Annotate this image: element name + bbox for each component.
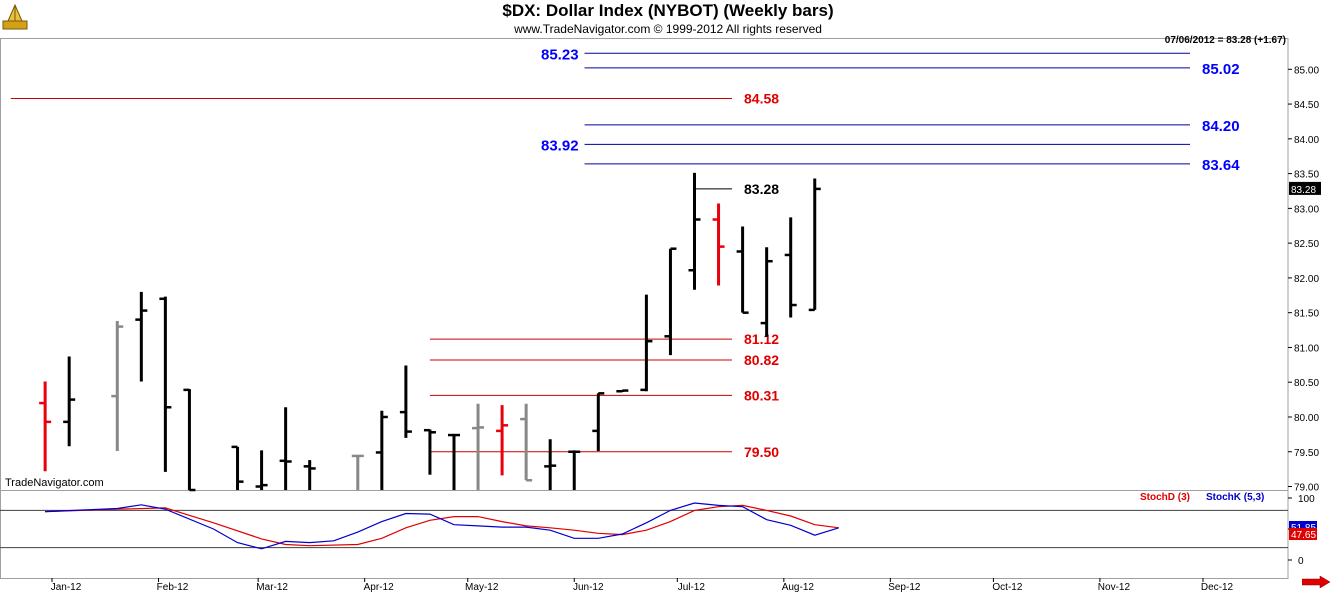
- level-label: 79.50: [744, 444, 779, 460]
- x-tick-label: May-12: [465, 582, 499, 593]
- price-panel-frame: [0, 38, 1289, 491]
- tradenavigator-logo-icon: [2, 2, 32, 37]
- level-label: 85.23: [541, 46, 579, 63]
- stoch-d-legend: StochD (3): [1140, 492, 1190, 503]
- axes: 85.00 84.50 84.00 83.50 83.00 82.50 82.00 81.50…: [51, 65, 1321, 593]
- price-tick-label: 82.50: [1294, 239, 1319, 250]
- level-label: 83.92: [541, 137, 579, 154]
- price-tick-label: 84.00: [1294, 135, 1319, 146]
- x-tick-label: Sep-12: [888, 582, 921, 593]
- level-label: 80.31: [744, 387, 779, 403]
- stoch-d-value-box: [1289, 528, 1317, 540]
- stoch-d-line: [45, 504, 839, 547]
- scroll-right-arrow-icon[interactable]: [1301, 575, 1331, 593]
- stoch-tick-label: 0: [1298, 556, 1304, 567]
- level-label: 84.20: [1202, 118, 1240, 135]
- stoch-d-value: 47.65: [1291, 530, 1316, 541]
- price-tick-label: 79.00: [1294, 483, 1319, 494]
- x-tick-label: Oct-12: [992, 582, 1022, 593]
- price-tick-label: 79.50: [1294, 448, 1319, 459]
- price-tick-label: 80.00: [1294, 413, 1319, 424]
- price-tick-label: 83.00: [1294, 204, 1319, 215]
- level-label: 80.82: [744, 352, 779, 368]
- stoch-tick-label: 100: [1298, 494, 1315, 505]
- stoch-k-legend: StochK (5,3): [1206, 492, 1265, 503]
- stoch-panel-frame: [0, 490, 1289, 579]
- x-tick-label: Apr-12: [364, 582, 394, 593]
- ohlc-bars: [39, 172, 821, 492]
- price-levels: 85.23 85.02 84.58 84.20 83.92 83.64 83.28 81.12…: [10, 46, 1240, 460]
- price-tick-label: 84.50: [1294, 100, 1319, 111]
- level-label: 81.12: [744, 331, 779, 347]
- price-tick-label: 80.50: [1294, 378, 1319, 389]
- x-tick-label: Aug-12: [782, 582, 815, 593]
- stoch-k-line: [45, 502, 839, 550]
- level-label: 83.64: [1202, 157, 1240, 174]
- price-tick-label: 81.00: [1294, 343, 1319, 354]
- last-price-box: [1289, 181, 1321, 195]
- price-tick-label: 83.50: [1294, 170, 1319, 181]
- grid: [0, 38, 1289, 579]
- brand-watermark: TradeNavigator.com: [5, 477, 104, 489]
- last-quote: 07/06/2012 = 83.28 (+1.67): [1164, 35, 1286, 46]
- copyright-subtitle: www.TradeNavigator.com © 1999-2012 All r…: [514, 22, 822, 36]
- price-tick-label: 82.00: [1294, 274, 1319, 285]
- level-label: 83.28: [744, 181, 779, 197]
- x-tick-label: Jul-12: [678, 582, 706, 593]
- x-tick-label: Nov-12: [1098, 582, 1131, 593]
- x-tick-label: Jan-12: [51, 582, 82, 593]
- x-tick-label: Feb-12: [157, 582, 189, 593]
- x-tick-label: Jun-12: [573, 582, 604, 593]
- level-label: 84.58: [744, 90, 779, 106]
- stochastic-panel: [0, 502, 1288, 550]
- price-tick-label: 81.50: [1294, 309, 1319, 320]
- last-price-label: 83.28: [1291, 185, 1316, 196]
- x-tick-label: Dec-12: [1201, 582, 1234, 593]
- x-tick-label: Mar-12: [256, 582, 288, 593]
- level-label: 85.02: [1202, 61, 1240, 78]
- price-tick-label: 85.00: [1294, 65, 1319, 76]
- chart-title: $DX: Dollar Index (NYBOT) (Weekly bars): [502, 1, 834, 20]
